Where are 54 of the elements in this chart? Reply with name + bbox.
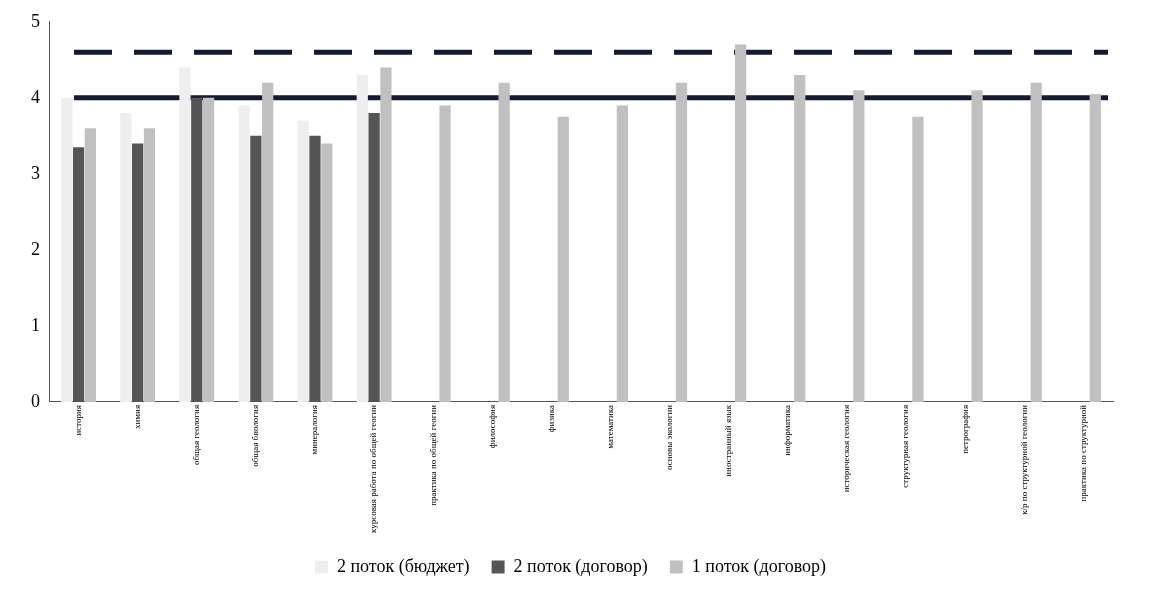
bar [380, 67, 392, 402]
x-tick-label: основы экологии [664, 404, 675, 471]
y-tick-label: 0 [31, 390, 40, 411]
bar [912, 116, 924, 402]
x-tick-label: структурная геология [900, 404, 911, 488]
bar [616, 105, 628, 402]
x-tick-label: петрография [959, 404, 970, 454]
legend-label: 1 поток (договор) [691, 555, 827, 577]
x-tick-label: историческая геология [841, 404, 852, 493]
bar [557, 116, 569, 402]
bar [84, 128, 96, 402]
bar [675, 82, 688, 402]
legend-label: 2 поток (бюджет) [336, 555, 470, 577]
x-tick-label: иностранный язык [723, 404, 734, 477]
x-tick-label: общая биология [250, 404, 261, 467]
bar [734, 44, 747, 402]
bar [439, 105, 451, 402]
x-tick-label: история [72, 404, 83, 436]
bar [309, 135, 321, 402]
bar [238, 105, 250, 402]
x-tick-label: практика по структурной [1077, 404, 1088, 502]
bar [321, 143, 333, 402]
y-tick-label: 1 [31, 314, 40, 335]
bar [794, 75, 806, 402]
bar [1089, 94, 1101, 402]
bar [1030, 82, 1042, 402]
x-tick-label: практика по общей геогии [427, 404, 438, 506]
x-tick-label: минералогия [309, 404, 320, 455]
bar [143, 128, 156, 402]
x-tick-label: химия [132, 404, 143, 429]
y-tick-label: 4 [31, 86, 40, 107]
bar [202, 97, 215, 402]
y-tick-label: 2 [31, 238, 40, 259]
x-tick-label: курсовая работа по общей геогии [368, 404, 379, 534]
bar [853, 90, 865, 402]
bar [179, 67, 191, 402]
bar [498, 82, 510, 402]
x-tick-label: информатика [782, 404, 793, 456]
x-tick-label: математика [604, 404, 615, 449]
bar [368, 113, 380, 402]
bar [250, 135, 262, 402]
x-tick-label: общая геология [191, 404, 202, 465]
bar [61, 97, 73, 402]
bar [356, 75, 368, 402]
x-tick-label: философия [486, 404, 497, 449]
bar [262, 82, 274, 402]
bar [971, 90, 983, 402]
bar [120, 113, 132, 402]
x-tick-label: к/р по структурной геологии [1018, 404, 1029, 515]
y-tick-label: 3 [31, 162, 40, 183]
x-tick-label: физика [545, 404, 556, 433]
y-tick-label: 5 [31, 10, 40, 31]
legend-label: 2 поток (договор) [513, 555, 648, 577]
bar [297, 120, 309, 402]
